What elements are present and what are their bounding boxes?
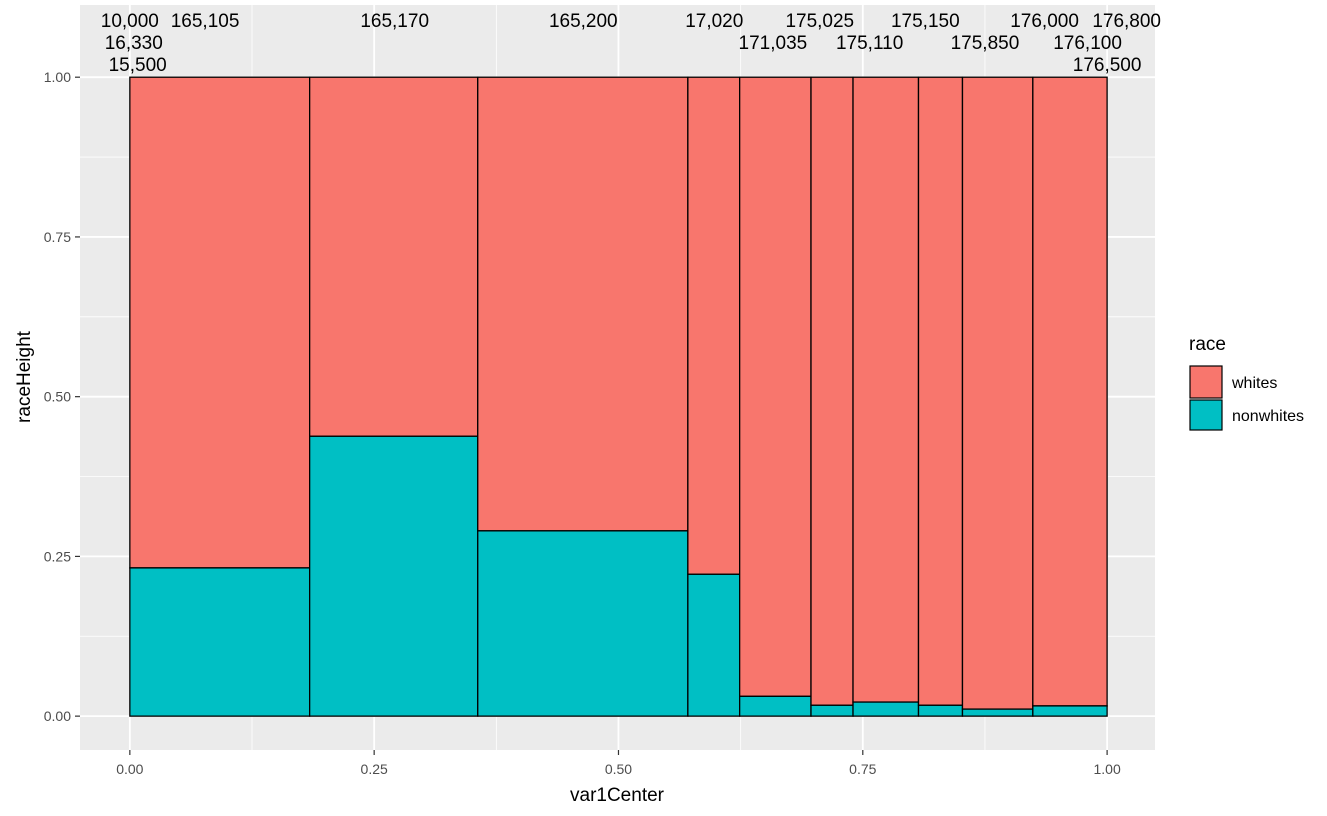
- x-tick-label: 0.25: [361, 761, 388, 777]
- bar-count-label: 176,800: [1092, 11, 1161, 32]
- bar-segment-whites: [129, 76, 311, 569]
- bar-segment-whites: [739, 76, 812, 697]
- bar-segment-whites: [917, 76, 964, 706]
- bar-count-label: 165,105: [171, 11, 240, 32]
- bar-count-label: 171,035: [739, 33, 808, 54]
- bar-segment-whites: [961, 76, 1034, 710]
- legend-title: race: [1189, 334, 1226, 355]
- bar-segment-whites: [477, 76, 689, 532]
- legend-label-nonwhites: nonwhites: [1232, 408, 1304, 425]
- bar-segment-nonwhites: [477, 530, 689, 717]
- axes: 0.00 0.25 0.50 0.75 1.00 0.00 0.25 0.50 0.75 1.00: [44, 69, 1121, 777]
- bar-segment-nonwhites: [739, 695, 812, 717]
- bar-count-label: 175,110: [836, 33, 903, 54]
- legend-label-whites: whites: [1231, 375, 1277, 392]
- bar-count-label: 165,200: [549, 11, 618, 32]
- bar-count-label: 16,330: [105, 33, 163, 54]
- y-tick-label: 0.50: [44, 389, 71, 405]
- bar-count-label: 175,150: [891, 11, 960, 32]
- bar-segment-nonwhites: [852, 701, 920, 717]
- bar-count-label: 175,850: [951, 33, 1020, 54]
- x-axis-title: var1Center: [570, 785, 665, 806]
- bar-count-label: 17,020: [685, 11, 743, 32]
- bar-segment-nonwhites: [309, 435, 479, 717]
- bar-segment-whites: [1032, 76, 1108, 707]
- bar-segment-nonwhites: [961, 708, 1034, 717]
- y-tick-label: 1.00: [44, 69, 71, 85]
- y-tick-label: 0.00: [44, 708, 71, 724]
- bar-count-label: 15,500: [109, 55, 167, 76]
- x-tick-label: 0.50: [605, 761, 632, 777]
- bar-segment-nonwhites: [129, 567, 311, 717]
- bar-segment-nonwhites: [810, 704, 854, 717]
- bar-segment-nonwhites: [687, 573, 741, 717]
- bar-segment-nonwhites: [917, 704, 964, 717]
- bar-segment-whites: [852, 76, 920, 703]
- bar-count-label: 176,100: [1053, 33, 1122, 54]
- legend-key-whites: [1189, 365, 1223, 399]
- y-axis-title: raceHeight: [14, 330, 35, 423]
- y-tick-label: 0.25: [44, 548, 71, 564]
- x-tick-label: 0.00: [116, 761, 143, 777]
- legend: race whites nonwhites: [1189, 334, 1304, 431]
- bar-segment-whites: [687, 76, 741, 575]
- x-tick-label: 1.00: [1093, 761, 1120, 777]
- bars: [129, 76, 1108, 717]
- y-tick-label: 0.75: [44, 229, 71, 245]
- bar-count-label: 10,000: [101, 11, 159, 32]
- bar-count-label: 165,170: [360, 11, 429, 32]
- x-tick-label: 0.75: [849, 761, 876, 777]
- bar-segment-whites: [309, 76, 479, 437]
- legend-key-nonwhites: [1189, 399, 1223, 431]
- bar-count-label: 176,000: [1010, 11, 1079, 32]
- bar-count-label: 176,500: [1073, 55, 1142, 76]
- bar-segment-nonwhites: [1032, 705, 1108, 717]
- bar-segment-whites: [810, 76, 854, 706]
- bar-count-label: 175,025: [785, 11, 854, 32]
